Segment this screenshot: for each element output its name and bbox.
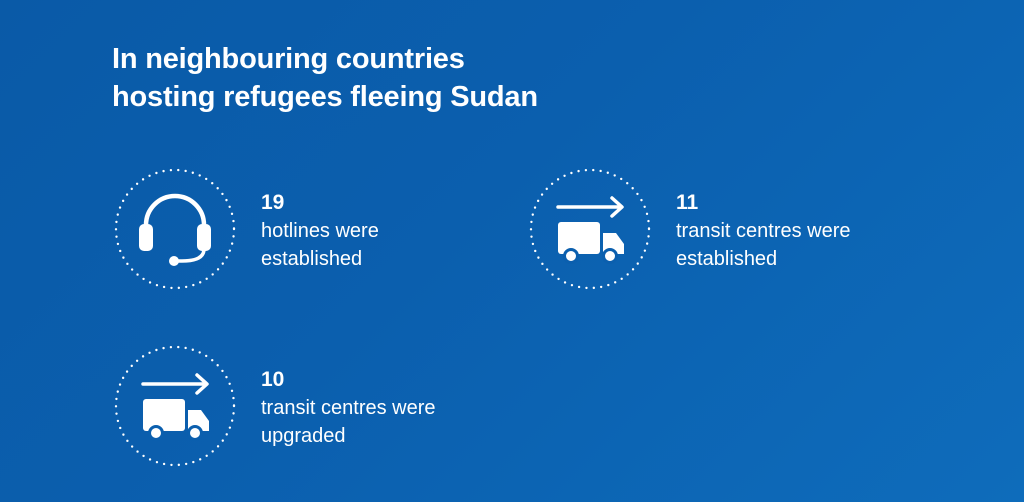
stat-hotlines: 19 hotlines were established: [113, 167, 533, 291]
stat-label-line-2: established: [676, 248, 778, 270]
stat-label-line-2: upgraded: [261, 425, 346, 447]
stat-label-line-1: transit centres were: [676, 220, 851, 242]
transit-truck-icon: [141, 373, 209, 441]
headset-icon: [139, 193, 211, 266]
stat-label-line-1: transit centres were: [261, 397, 436, 419]
dotted-circle: [114, 345, 236, 467]
stat-text: 19 hotlines were established: [261, 189, 379, 273]
stat-transit-established: 11 transit centres were established: [528, 167, 948, 291]
stat-number: 11: [676, 191, 699, 214]
title-line-2: hosting refugees fleeing Sudan: [112, 81, 538, 113]
page-title: In neighbouring countries hosting refuge…: [112, 40, 538, 116]
stat-number: 19: [261, 191, 285, 214]
stat-transit-upgraded: 10 transit centres were upgraded: [113, 344, 533, 468]
stat-number: 10: [261, 368, 285, 391]
stat-text: 11 transit centres were established: [676, 189, 851, 273]
stat-text: 10 transit centres were upgraded: [261, 366, 436, 450]
title-line-1: In neighbouring countries: [112, 43, 465, 75]
stat-label-line-2: established: [261, 248, 363, 270]
dotted-circle: [529, 168, 651, 290]
transit-truck-icon: [556, 196, 624, 264]
dotted-circle: [114, 168, 236, 290]
stat-label-line-1: hotlines were: [261, 220, 379, 242]
